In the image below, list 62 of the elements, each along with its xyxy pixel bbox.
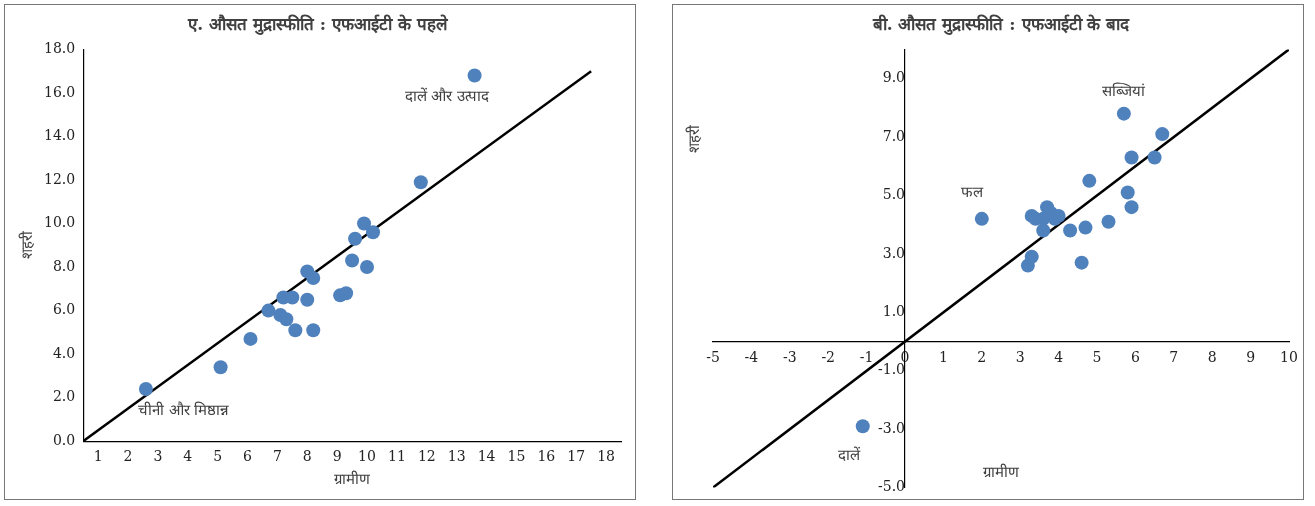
y-tick-label: 14.0	[44, 127, 76, 144]
x-tick-label: 9	[1246, 348, 1256, 365]
x-tick-label: -4	[744, 348, 759, 365]
x-tick-label: 7	[1169, 348, 1179, 365]
annotation: सब्जियां	[1102, 81, 1147, 100]
x-tick-label: 5	[1092, 348, 1102, 365]
x-tick-label: 2	[123, 448, 133, 465]
y-tick-label: 7.0	[882, 127, 905, 144]
x-tick-label: -5	[706, 348, 720, 365]
x-tick-label: 4	[183, 448, 193, 465]
x-tick-label: 18	[597, 448, 615, 465]
chart-title: बी. औसत मुद्रास्फीति : एफआईटी के बाद	[871, 13, 1131, 35]
annotation: फल	[960, 182, 984, 201]
x-tick-label: 4	[1054, 348, 1064, 365]
x-axis-title: ग्रामीण	[983, 463, 1020, 482]
y-tick-label: 0.0	[52, 431, 76, 448]
y-tick-label: 1.0	[882, 302, 905, 319]
annotation: दालें और उत्पाद	[404, 87, 491, 106]
chart-title: ए. औसत मुद्रास्फीति : एफआईटी के पहले	[187, 13, 449, 35]
x-tick-label: 8	[1207, 348, 1217, 365]
x-tick-label: 6	[243, 448, 253, 465]
y-axis-title: शहरी	[684, 124, 703, 154]
x-tick-label: 8	[302, 448, 312, 465]
y-tick-label: 10.0	[44, 214, 76, 231]
x-tick-label: 1	[93, 448, 103, 465]
x-tick-label: 3	[153, 448, 163, 465]
x-tick-label: 15	[507, 448, 526, 465]
y-tick-label: 16.0	[44, 83, 76, 100]
x-tick-label: 2	[977, 348, 987, 365]
annotation: चीनी और मिष्ठान्न	[137, 400, 230, 419]
y-tick-label: 6.0	[52, 301, 76, 318]
x-tick-label: 3	[1015, 348, 1025, 365]
y-tick-label: -1.0	[878, 361, 905, 378]
x-tick-label: -3	[782, 348, 797, 365]
x-tick-label: 12	[417, 448, 436, 465]
x-tick-label: 14	[477, 448, 496, 465]
x-axis-title: ग्रामीण	[334, 469, 372, 488]
y-tick-label: -5.0	[878, 478, 905, 495]
y-tick-label: 12.0	[44, 170, 76, 187]
x-tick-label: -2	[821, 348, 836, 365]
y-tick-label: 3.0	[882, 244, 905, 261]
x-tick-label: 16	[537, 448, 556, 465]
x-tick-label: -1	[859, 348, 874, 365]
y-tick-label: -3.0	[878, 419, 905, 436]
y-tick-label: 8.0	[52, 257, 76, 274]
x-tick-label: 5	[213, 448, 223, 465]
x-tick-label: 9	[332, 448, 342, 465]
x-tick-label: 7	[272, 448, 282, 465]
x-tick-label: 10	[1280, 348, 1298, 365]
y-tick-label: 18.0	[44, 40, 76, 57]
x-tick-label: 10	[358, 448, 376, 465]
y-tick-label: 2.0	[52, 388, 76, 405]
x-tick-label: 11	[387, 448, 406, 465]
x-tick-label: 6	[1130, 348, 1140, 365]
y-axis-title: शहरी	[17, 230, 36, 260]
x-tick-label: 13	[447, 448, 466, 465]
y-tick-label: 9.0	[882, 69, 905, 86]
x-tick-label: 1	[938, 348, 948, 365]
y-tick-label: 4.0	[52, 344, 76, 361]
y-tick-label: 5.0	[882, 186, 905, 203]
x-tick-label: 17	[567, 448, 586, 465]
annotation: दालें	[837, 446, 861, 465]
